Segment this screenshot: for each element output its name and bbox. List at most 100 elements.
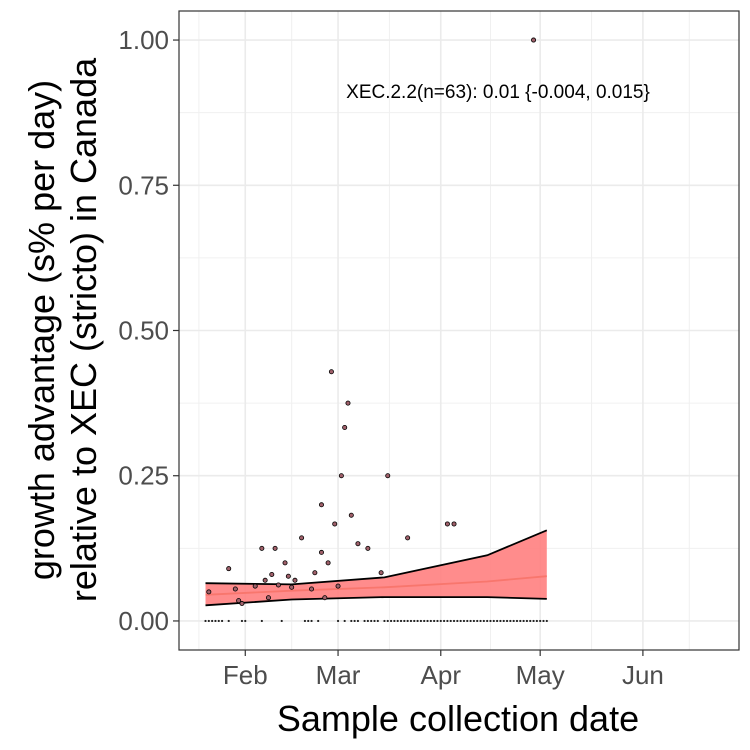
- zero-data-point: [389, 619, 393, 623]
- data-point: [269, 571, 275, 577]
- zero-data-point: [413, 619, 416, 623]
- zero-data-point: [409, 619, 413, 623]
- data-point: [365, 545, 371, 551]
- data-point: [318, 549, 324, 555]
- data-point: [299, 535, 305, 541]
- zero-data-point: [373, 619, 376, 623]
- zero-data-point: [416, 619, 419, 623]
- zero-data-point: [433, 619, 436, 623]
- zero-data-point: [499, 619, 502, 623]
- zero-data-point: [317, 619, 320, 623]
- data-point: [236, 598, 242, 604]
- zero-data-point: [386, 619, 389, 623]
- zero-data-point: [482, 619, 485, 623]
- y-axis-title-line-1: growth advantage (s% per day): [21, 80, 62, 580]
- data-point: [282, 560, 288, 566]
- y-tick-label: 0.50: [118, 316, 169, 346]
- zero-data-point: [429, 619, 432, 623]
- data-point: [355, 541, 361, 547]
- zero-data-point: [353, 619, 356, 623]
- zero-data-point: [466, 619, 469, 623]
- zero-data-point: [383, 619, 386, 623]
- data-point: [338, 473, 344, 479]
- zero-data-point: [459, 619, 462, 623]
- data-point: [385, 473, 391, 479]
- data-point: [328, 369, 334, 375]
- zero-data-point: [539, 619, 542, 623]
- zero-data-point: [505, 619, 509, 623]
- zero-data-point: [519, 619, 522, 623]
- data-point: [252, 583, 258, 589]
- data-point: [322, 595, 328, 601]
- zero-data-point: [515, 619, 519, 623]
- zero-data-point: [439, 619, 442, 623]
- x-tick-label: Mar: [316, 660, 361, 690]
- zero-data-point: [469, 619, 472, 623]
- data-point: [378, 570, 384, 576]
- zero-data-point: [529, 619, 532, 623]
- data-point: [332, 521, 338, 527]
- data-point: [405, 535, 411, 541]
- data-point: [309, 586, 315, 592]
- chart-annotation: XEC.2.2(n=63): 0.01 {-0.004, 0.015}: [346, 82, 650, 103]
- zero-data-point: [214, 619, 217, 623]
- data-point: [272, 545, 278, 551]
- zero-data-point: [217, 619, 220, 623]
- x-tick-label: Apr: [421, 660, 462, 690]
- zero-data-point: [350, 619, 353, 623]
- zero-data-point: [260, 619, 263, 623]
- zero-data-point: [452, 619, 456, 623]
- axis-ticks: 0.00 0.25 0.50 0.75 1.00 Feb Mar Apr May Jun: [118, 25, 663, 690]
- data-point: [444, 521, 450, 527]
- data-point: [348, 512, 354, 518]
- y-tick-label: 0.25: [118, 461, 169, 491]
- zero-data-point: [436, 619, 439, 623]
- data-point: [342, 425, 348, 431]
- zero-data-point: [406, 619, 409, 623]
- data-points: [204, 37, 548, 623]
- data-point: [531, 37, 537, 43]
- zero-data-point: [476, 619, 479, 623]
- zero-data-point: [449, 619, 452, 623]
- x-tick-label: Jun: [622, 660, 664, 690]
- y-tick-label: 0.00: [118, 606, 169, 636]
- zero-data-point: [356, 619, 360, 623]
- data-point: [232, 586, 238, 592]
- zero-data-point: [399, 619, 403, 623]
- zero-data-point: [545, 619, 548, 623]
- zero-data-point: [403, 619, 406, 623]
- zero-data-point: [426, 619, 429, 623]
- y-tick-label: 1.00: [118, 25, 169, 55]
- data-point: [206, 589, 212, 595]
- x-axis-title: Sample collection date: [277, 698, 639, 739]
- zero-data-point: [509, 619, 512, 623]
- zero-data-point: [207, 619, 210, 623]
- x-tick-label: May: [516, 660, 565, 690]
- zero-data-point: [456, 619, 459, 623]
- x-tick-label: Feb: [223, 660, 268, 690]
- data-point: [289, 584, 295, 590]
- zero-data-point: [310, 619, 313, 623]
- data-point: [239, 601, 245, 607]
- zero-data-point: [419, 619, 422, 623]
- zero-data-point: [204, 619, 207, 623]
- data-point: [226, 566, 232, 572]
- data-point: [345, 400, 351, 406]
- zero-data-point: [393, 619, 396, 623]
- zero-data-point: [462, 619, 466, 623]
- data-point: [285, 573, 291, 579]
- data-point: [335, 583, 341, 589]
- zero-data-point: [227, 619, 230, 623]
- zero-data-point: [211, 619, 214, 623]
- zero-data-point: [492, 619, 495, 623]
- zero-data-point: [486, 619, 489, 623]
- zero-data-point: [343, 619, 346, 623]
- zero-data-point: [442, 619, 446, 623]
- data-point: [325, 560, 331, 566]
- zero-data-point: [525, 619, 529, 623]
- zero-data-point: [396, 619, 399, 623]
- zero-data-point: [240, 619, 244, 623]
- zero-data-point: [423, 619, 426, 623]
- data-point: [312, 570, 318, 576]
